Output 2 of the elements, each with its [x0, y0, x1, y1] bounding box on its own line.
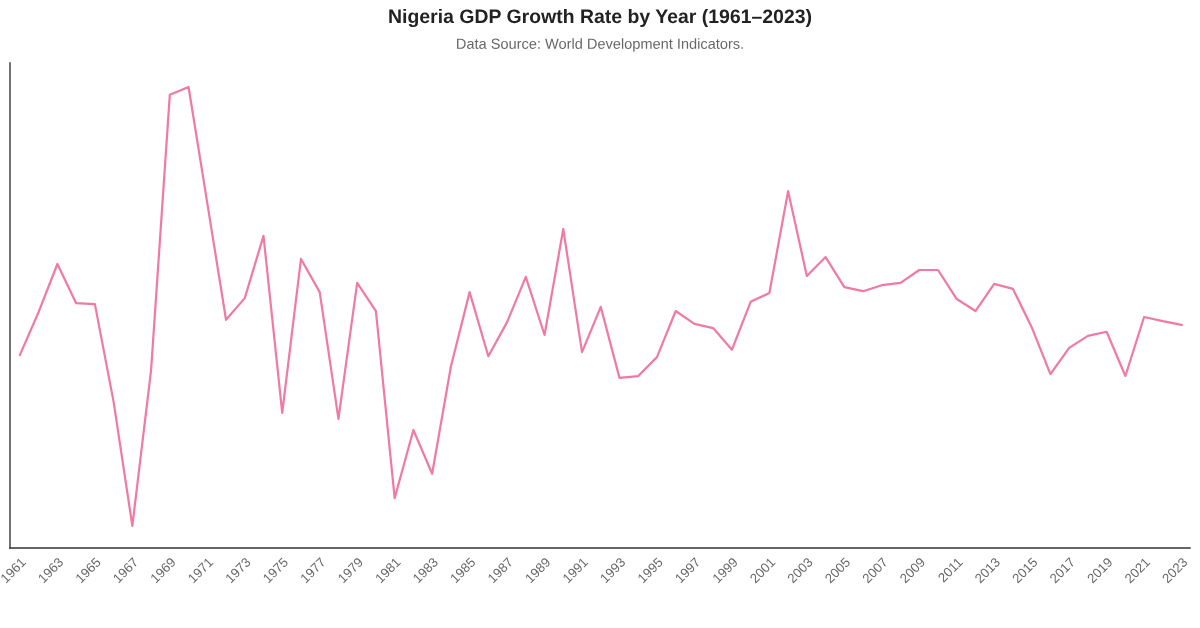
chart-title: Nigeria GDP Growth Rate by Year (1961–2023)	[389, 8, 812, 28]
chart-subtitle: Data Source: World Development Indicators.	[457, 38, 743, 52]
